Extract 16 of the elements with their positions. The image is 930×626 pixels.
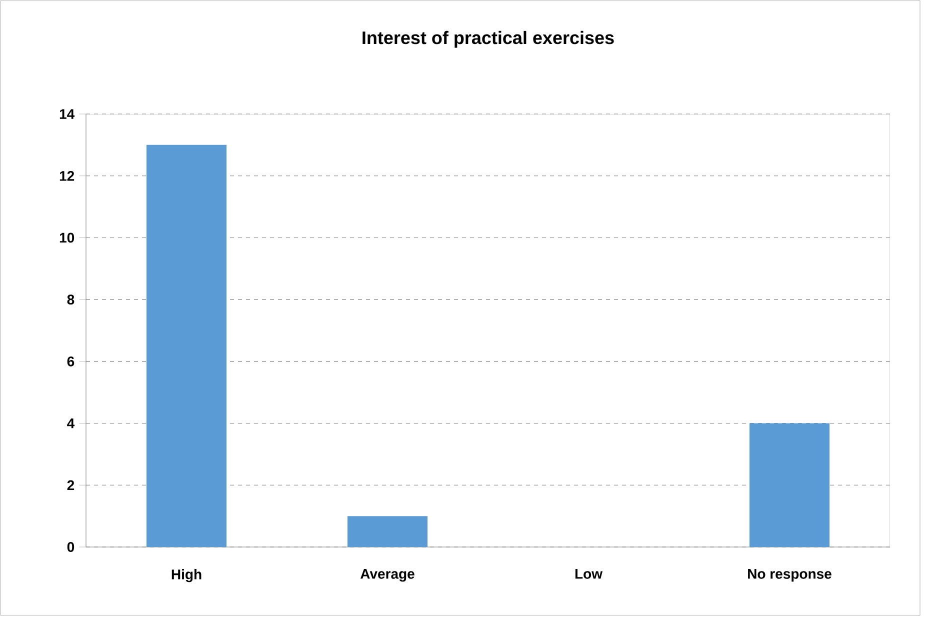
y-tick-label: 12 [60,170,74,181]
bar [348,516,428,547]
bar [750,423,830,547]
y-tick-label: 4 [67,418,75,428]
y-tick-label: 10 [60,232,74,243]
y-tick-label: 8 [67,294,74,305]
y-tick-label: 6 [67,356,74,366]
y-tick-label: 0 [67,542,74,552]
x-tick-label: Low [575,569,603,579]
y-tick-label: 14 [60,109,75,119]
x-tick-label: No response [748,569,832,582]
y-tick-label: 2 [67,480,74,490]
x-tick-label: High [172,569,202,582]
x-tick-label: Average [360,569,414,582]
chart-title: Interest of practical exercises [362,30,614,48]
bar [146,144,227,547]
